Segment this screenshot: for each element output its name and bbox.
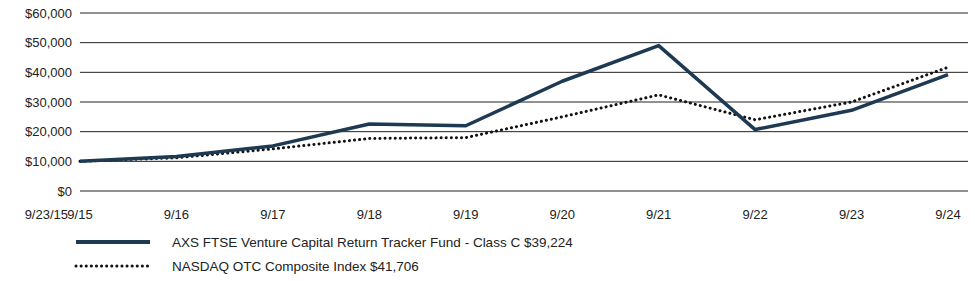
start-date-label: 9/23/15 [25,207,68,222]
x-tick-label: 9/19 [453,207,478,222]
grid-line [80,13,968,14]
x-tick-label: 9/17 [260,207,285,222]
y-tick-label: $10,000 [25,154,72,169]
x-tick-label: 9/20 [550,207,575,222]
x-tick-label: 9/24 [935,207,960,222]
y-tick-label: $50,000 [25,35,72,50]
plot-lines [80,46,948,162]
grid-line [80,131,968,132]
legend-label: NASDAQ OTC Composite Index $41,706 [172,259,419,274]
grid-line [80,102,968,103]
chart: $0 $10,000 $20,000 $30,000 $40,000 $50,000 $60… [0,0,975,281]
x-tick-label: 9/23 [839,207,864,222]
series-line [80,67,948,161]
legend-swatch [76,240,150,244]
y-tick-label: $40,000 [25,65,72,80]
grid-line [80,42,968,43]
legend-swatch [76,265,150,268]
grid-line [80,191,968,192]
x-tick-label: 9/22 [742,207,767,222]
x-tick-label: 9/16 [164,207,189,222]
x-tick-label: 9/18 [357,207,382,222]
legend-label: AXS FTSE Venture Capital Return Tracker … [172,235,573,250]
y-tick-label: $20,000 [25,124,72,139]
grid-line [80,161,968,162]
series-line [80,46,948,162]
x-tick-label: 9/21 [646,207,671,222]
y-tick-label: $60,000 [25,6,72,21]
x-tick-label: 9/15 [67,207,92,222]
y-tick-label: $30,000 [25,95,72,110]
y-tick-label: $0 [58,184,72,199]
grid-line [80,72,968,73]
